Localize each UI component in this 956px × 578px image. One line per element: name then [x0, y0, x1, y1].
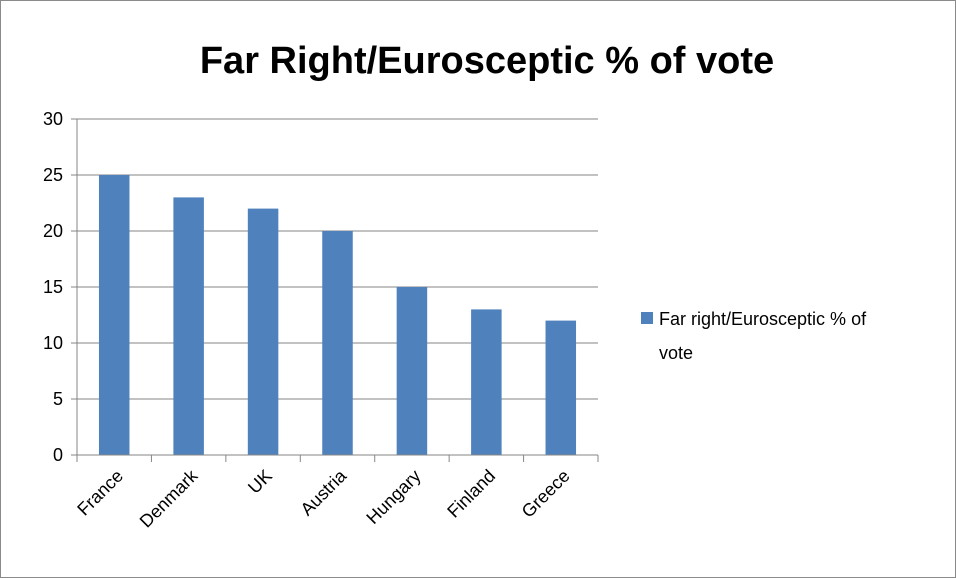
x-tick-label: France [73, 466, 127, 520]
chart-title: Far Right/Eurosceptic % of vote [200, 40, 774, 82]
bar-hungary [396, 287, 428, 455]
y-tick-label: 30 [43, 109, 63, 129]
legend: Far right/Eurosceptic % of vote [641, 309, 867, 363]
bar-austria [322, 231, 353, 455]
bar-france [98, 175, 130, 455]
y-tick-label: 15 [43, 277, 63, 297]
y-axis-tick-labels: 0 5 10 15 20 25 30 [43, 109, 63, 465]
legend-swatch [641, 312, 653, 324]
bars [98, 175, 577, 455]
axes [71, 118, 599, 462]
x-tick-label: UK [244, 466, 276, 498]
bar-finland [471, 309, 502, 455]
x-tick-label: Finland [443, 466, 499, 522]
x-tick-label: Austria [297, 465, 351, 519]
y-tick-label: 25 [43, 165, 63, 185]
y-tick-label: 5 [53, 389, 63, 409]
bar-greece [545, 320, 577, 455]
x-tick-label: Hungary [362, 466, 424, 528]
legend-label-line-2: vote [659, 343, 693, 363]
bar-denmark [173, 197, 204, 455]
legend-label-line-1: Far right/Eurosceptic % of [659, 309, 867, 329]
x-tick-label: Denmark [136, 465, 202, 531]
x-tick-label: Greece [518, 466, 574, 522]
y-tick-label: 20 [43, 221, 63, 241]
y-tick-label: 0 [53, 445, 63, 465]
bar-uk [247, 208, 279, 455]
x-axis-tick-labels: France Denmark UK Austria Hungary Finland Gree… [73, 465, 573, 531]
y-tick-label: 10 [43, 333, 63, 353]
